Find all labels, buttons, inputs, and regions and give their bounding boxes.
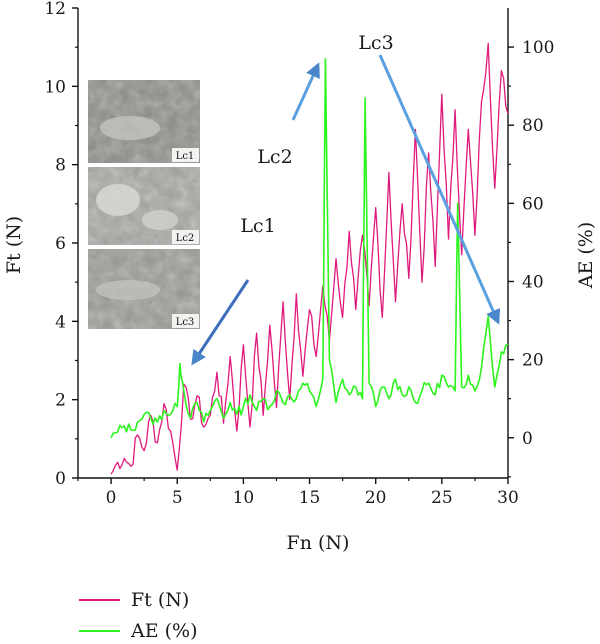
annotations: Lc1 Lc2 Lc3 bbox=[191, 32, 501, 366]
series-ae-line bbox=[110, 58, 509, 439]
x-tick-label: 5 bbox=[172, 488, 183, 508]
arrow-lc1 bbox=[191, 279, 250, 366]
y-right-tick-label: 40 bbox=[522, 272, 544, 292]
y-left-axis-title: Ft (N) bbox=[3, 216, 25, 274]
x-tick-label: 10 bbox=[233, 488, 255, 508]
x-tick-label: 15 bbox=[299, 488, 321, 508]
inset-tag-lc3: Lc3 bbox=[176, 317, 195, 328]
inset-tag-lc1: Lc1 bbox=[176, 151, 195, 162]
y-left-tick-label: 8 bbox=[55, 156, 66, 176]
series-ft-line bbox=[110, 42, 509, 475]
legend-item-ft: Ft (N) bbox=[79, 589, 189, 611]
inset-image-lc1: Lc1 bbox=[88, 80, 200, 163]
axes-layer: 0 5 10 15 20 25 30 0 2 4 6 8 10 12 0 20 40 60 80 100 bbox=[44, 0, 554, 508]
y-left-tick-label: 4 bbox=[55, 312, 66, 332]
y-left-tick-label: 0 bbox=[55, 469, 66, 489]
x-tick-label: 25 bbox=[431, 488, 453, 508]
legend: Ft (N) AE (%) bbox=[79, 589, 198, 642]
y-left-tick-label: 2 bbox=[55, 391, 66, 411]
arrow-lc3 bbox=[378, 54, 501, 325]
legend-label-ae: AE (%) bbox=[130, 620, 198, 642]
x-axis-title: Fn (N) bbox=[287, 532, 350, 554]
legend-item-ae: AE (%) bbox=[79, 620, 198, 642]
y-right-tick-label: 60 bbox=[522, 194, 544, 214]
y-right-axis-title: AE (%) bbox=[575, 222, 597, 290]
inset-image-lc2: Lc2 bbox=[88, 167, 200, 245]
x-tick-label: 30 bbox=[497, 488, 519, 508]
y-right-tick-label: 80 bbox=[522, 116, 544, 136]
x-tick-label: 0 bbox=[106, 488, 117, 508]
y-left-tick-label: 12 bbox=[44, 0, 66, 19]
inset-tag-lc2: Lc2 bbox=[176, 233, 195, 244]
inset-image-lc3: Lc3 bbox=[88, 249, 200, 329]
series-layer bbox=[110, 42, 509, 475]
inset-images: Lc1 Lc2 Lc3 bbox=[88, 80, 200, 329]
legend-label-ft: Ft (N) bbox=[131, 589, 189, 611]
y-left-tick-label: 6 bbox=[55, 234, 66, 254]
y-left-tick-label: 10 bbox=[44, 77, 66, 97]
annotation-lc3: Lc3 bbox=[358, 32, 393, 54]
arrow-lc2 bbox=[291, 62, 320, 121]
y-right-tick-label: 20 bbox=[522, 351, 544, 371]
y-right-tick-label: 0 bbox=[522, 429, 533, 449]
x-tick-label: 20 bbox=[365, 488, 387, 508]
y-right-tick-label: 100 bbox=[522, 38, 554, 58]
annotation-lc1: Lc1 bbox=[240, 215, 275, 237]
annotation-lc2: Lc2 bbox=[257, 146, 292, 168]
